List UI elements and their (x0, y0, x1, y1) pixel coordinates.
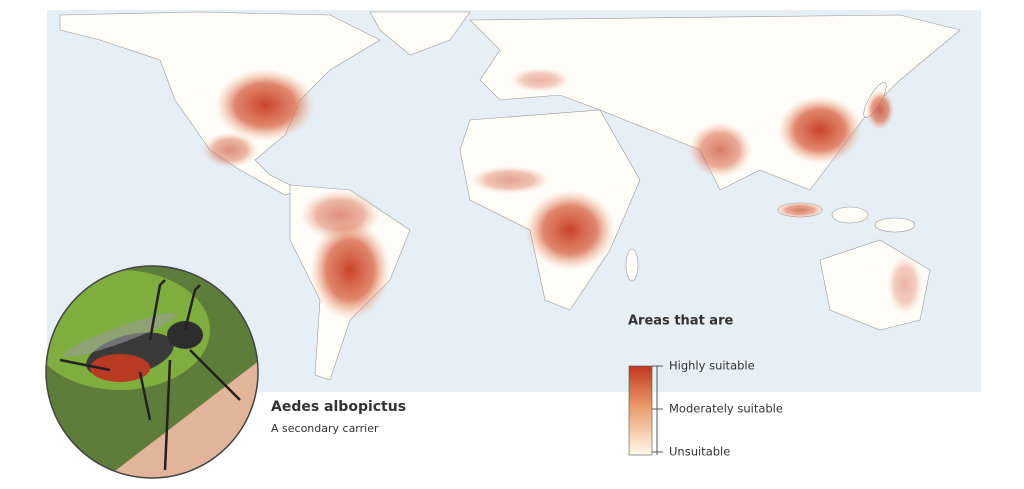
legend-title: Areas that are (628, 314, 733, 329)
legend: Areas that are Highly suitable Moderately… (628, 314, 783, 459)
legend-label: Highly suitable (669, 359, 755, 373)
legend-label: Unsuitable (669, 445, 730, 459)
legend-scale (628, 365, 653, 456)
legend-label: Moderately suitable (669, 402, 783, 416)
photo-frame (45, 265, 259, 479)
species-description: A secondary carrier (271, 422, 379, 435)
species-name: Aedes albopictus (271, 399, 406, 415)
world-map (47, 10, 981, 392)
suitability-areas (202, 68, 923, 320)
